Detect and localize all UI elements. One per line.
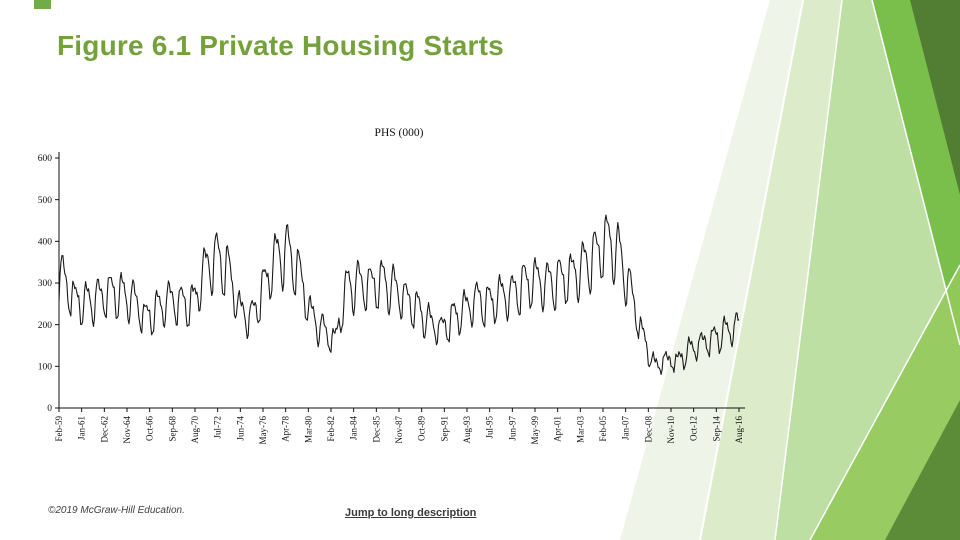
x-tick-label: Aug-70 (190, 416, 200, 444)
y-tick-label: 500 (38, 196, 53, 206)
x-tick-label: Sep-68 (167, 416, 177, 442)
y-tick-label: 0 (47, 404, 52, 414)
y-tick-label: 200 (38, 321, 53, 331)
x-tick-label: Jan-84 (349, 416, 359, 440)
facet-polygon (910, 0, 960, 195)
x-tick-label: Oct-66 (145, 416, 155, 441)
x-tick-label: Nov-87 (394, 416, 404, 444)
decorative-facets (620, 0, 960, 540)
x-tick-label: Dec-85 (371, 416, 381, 443)
x-tick-label: Jul-72 (213, 416, 223, 439)
x-tick-label: Dec-62 (99, 416, 109, 443)
facet-seam-line (774, 0, 843, 540)
facet-polygon (885, 400, 960, 540)
facet-seam-line (699, 0, 804, 540)
x-tick-label: Apr-01 (553, 416, 563, 442)
footer-copyright: ©2019 McGraw-Hill Education. (48, 505, 185, 516)
x-tick-label: Jul-95 (485, 416, 495, 439)
slide-title: Figure 6.1 Private Housing Starts (57, 30, 504, 61)
x-tick-label: Feb-82 (326, 416, 336, 442)
x-tick-label: Aug-16 (734, 416, 744, 444)
x-tick-label: May-99 (530, 416, 540, 445)
x-tick-label: Oct-89 (417, 416, 427, 441)
x-tick-label: Feb-05 (598, 416, 608, 442)
x-tick-label: Nov-10 (666, 416, 676, 444)
x-tick-label: Sep-14 (711, 416, 721, 442)
y-tick-label: 400 (38, 238, 53, 248)
x-tick-label: Apr-78 (281, 416, 291, 442)
x-tick-label: Mar-80 (303, 416, 313, 443)
chart-title: PHS (000) (375, 127, 424, 139)
y-tick-label: 100 (38, 363, 53, 373)
x-tick-label: Dec-08 (643, 416, 653, 443)
long-description-link[interactable]: Jump to long description (345, 507, 477, 519)
y-tick-label: 300 (38, 279, 53, 289)
x-tick-label: Mar-03 (575, 416, 585, 443)
x-tick-label: Jan-61 (77, 416, 87, 440)
x-tick-label: Sep-91 (439, 416, 449, 442)
phs-series-line (58, 214, 740, 376)
x-tick-label: Oct-12 (689, 416, 699, 441)
x-tick-label: Jun-74 (235, 416, 245, 441)
x-tick-label: May-76 (258, 416, 268, 445)
facet-seam-line (871, 0, 960, 346)
x-tick-label: Jun-97 (507, 416, 517, 441)
x-tick-label: Aug-93 (462, 416, 472, 444)
x-tick-label: Nov-64 (122, 416, 132, 444)
top-left-accent-bar (34, 0, 51, 9)
facet-seam-line (809, 264, 960, 540)
phs-chart: PHS (000) 0 100 200 300 400 500 600 Feb-59 Jan-61… (38, 127, 745, 445)
y-tick-label: 600 (38, 154, 53, 164)
x-tick-label: Feb-59 (54, 416, 64, 442)
x-tick-label: Jan-07 (621, 416, 631, 440)
